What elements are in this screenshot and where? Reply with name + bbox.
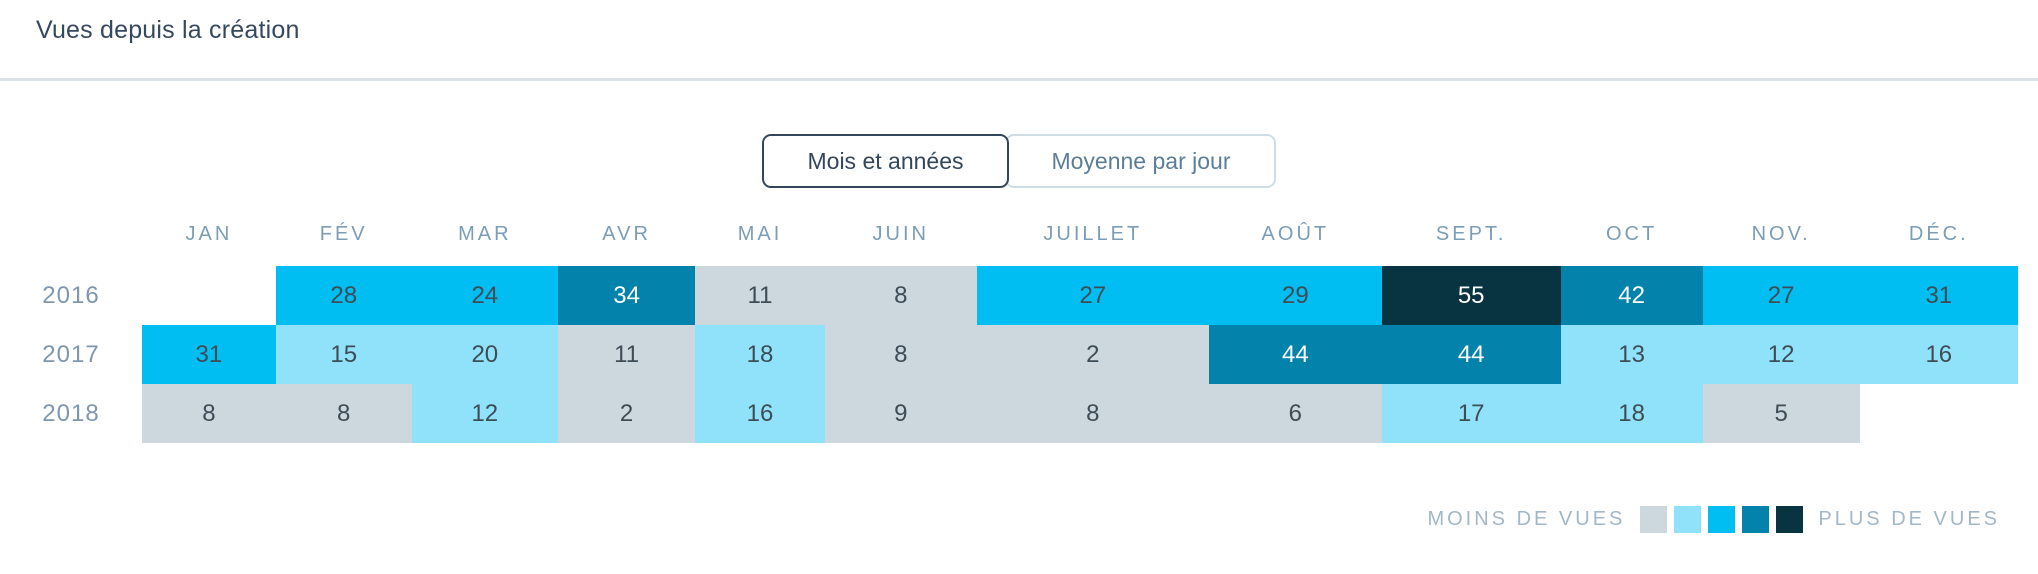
month-header-juillet: JUILLET <box>1043 223 1143 245</box>
month-header-sept: SEPT. <box>1435 223 1507 245</box>
toggle-daily-average-button[interactable]: Moyenne par jour <box>1005 134 1277 188</box>
heatmap-cell-2018-mai[interactable]: 16 <box>695 384 825 443</box>
month-header-mar: MAR <box>458 223 512 245</box>
heatmap-cell-2017-août[interactable]: 44 <box>1208 325 1382 384</box>
heatmap-cell-2016-déc[interactable]: 31 <box>1859 266 2018 325</box>
legend-swatch-level-1 <box>1640 506 1668 533</box>
heatmap-row-2016: 2016 28 24 34 11 8 27 29 55 42 27 31 <box>0 266 2018 325</box>
heatmap-cell-2017-oct[interactable]: 13 <box>1560 325 1703 384</box>
heatmap-cell-2017-mar[interactable]: 20 <box>411 325 558 384</box>
page-title: Vues depuis la création <box>36 16 300 44</box>
heatmap-cell-2017-mai[interactable]: 18 <box>695 325 825 384</box>
heatmap-body: 2016 28 24 34 11 8 27 29 55 42 27 31 2017 31 15 20 11 18 8… <box>0 266 2018 443</box>
legend-swatches <box>1640 506 1804 533</box>
heatmap-cell-2017-fév[interactable]: 15 <box>275 325 412 384</box>
corner-cell <box>0 214 142 266</box>
heatmap-cell-2018-mar[interactable]: 12 <box>411 384 558 443</box>
month-header-fév: FÉV <box>319 223 368 245</box>
heatmap-row-2018: 2018 8 8 12 2 16 9 8 6 17 18 5 <box>0 384 2018 443</box>
heatmap-cell-2018-avr[interactable]: 2 <box>557 384 696 443</box>
heatmap-cell-2016-avr[interactable]: 34 <box>557 266 696 325</box>
year-label-2017: 2017 <box>42 340 100 368</box>
heatmap-cell-2016-fév[interactable]: 28 <box>275 266 412 325</box>
heatmap-cell-2017-sept[interactable]: 44 <box>1381 325 1561 384</box>
heatmap-cell-2017-juin[interactable]: 8 <box>824 325 977 384</box>
year-label-2016: 2016 <box>42 281 100 309</box>
heatmap-table: JAN FÉV MAR AVR MAI JUIN JUILLET AOÛT SEPT. OCT NO… <box>0 214 2018 443</box>
legend-max-label: PLUS DE VUES <box>1818 508 2000 530</box>
view-mode-toggle: Mois et années Moyenne par jour <box>761 134 1277 188</box>
legend-swatch-level-5 <box>1776 506 1804 533</box>
title-row: Vues depuis la création <box>0 0 2038 45</box>
heatmap-cell-2018-fév[interactable]: 8 <box>275 384 412 443</box>
legend-swatch-level-4 <box>1742 506 1770 533</box>
heatmap-cell-2018-oct[interactable]: 18 <box>1560 384 1703 443</box>
heatmap-cell-2017-avr[interactable]: 11 <box>557 325 696 384</box>
heatmap-cell-2016-juillet[interactable]: 27 <box>976 266 1209 325</box>
heatmap-cell-2017-déc[interactable]: 16 <box>1859 325 2018 384</box>
year-label-2018: 2018 <box>42 399 100 427</box>
heatmap-cell-2016-juin[interactable]: 8 <box>824 266 977 325</box>
heatmap-cell-2016-sept[interactable]: 55 <box>1381 266 1561 325</box>
heatmap-cell-2016-nov[interactable]: 27 <box>1702 266 1860 325</box>
heatmap-cell-2016-mar[interactable]: 24 <box>411 266 558 325</box>
legend-swatch-level-2 <box>1674 506 1702 533</box>
heatmap-legend: MOINS DE VUES PLUS DE VUES <box>1427 506 2000 533</box>
month-header-août: AOÛT <box>1261 223 1330 245</box>
heatmap-cell-2016-août[interactable]: 29 <box>1208 266 1382 325</box>
heatmap-cell-2017-juillet[interactable]: 2 <box>976 325 1209 384</box>
heatmap-cell-2018-déc <box>1859 384 2018 443</box>
heatmap-cell-2018-juillet[interactable]: 8 <box>976 384 1209 443</box>
heatmap-cell-2018-sept[interactable]: 17 <box>1381 384 1561 443</box>
month-header-avr: AVR <box>602 223 651 245</box>
toggle-row: Mois et années Moyenne par jour <box>0 134 2038 188</box>
toggle-months-years-button[interactable]: Mois et années <box>761 134 1010 188</box>
heatmap-cell-2016-jan <box>142 266 276 325</box>
legend-min-label: MOINS DE VUES <box>1427 508 1626 530</box>
divider <box>0 78 2038 81</box>
month-header-juin: JUIN <box>872 223 929 245</box>
heatmap-cell-2017-nov[interactable]: 12 <box>1702 325 1860 384</box>
heatmap-row-2017: 2017 31 15 20 11 18 8 2 44 44 13 12 16 <box>0 325 2018 384</box>
heatmap-cell-2018-août[interactable]: 6 <box>1208 384 1382 443</box>
heatmap-cell-2016-mai[interactable]: 11 <box>695 266 825 325</box>
month-header-row: JAN FÉV MAR AVR MAI JUIN JUILLET AOÛT SEPT. OCT NO… <box>0 214 2018 266</box>
heatmap-cell-2017-jan[interactable]: 31 <box>142 325 276 384</box>
legend-swatch-level-3 <box>1708 506 1736 533</box>
month-header-jan: JAN <box>185 223 233 245</box>
heatmap-cell-2016-oct[interactable]: 42 <box>1560 266 1703 325</box>
heatmap-cell-2018-nov[interactable]: 5 <box>1702 384 1860 443</box>
month-header-déc: DÉC. <box>1908 223 1969 245</box>
heatmap-cell-2018-juin[interactable]: 9 <box>824 384 977 443</box>
heatmap-cell-2018-jan[interactable]: 8 <box>142 384 276 443</box>
month-header-oct: OCT <box>1605 223 1658 245</box>
month-header-mai: MAI <box>737 223 783 245</box>
month-header-nov: NOV. <box>1751 223 1811 245</box>
